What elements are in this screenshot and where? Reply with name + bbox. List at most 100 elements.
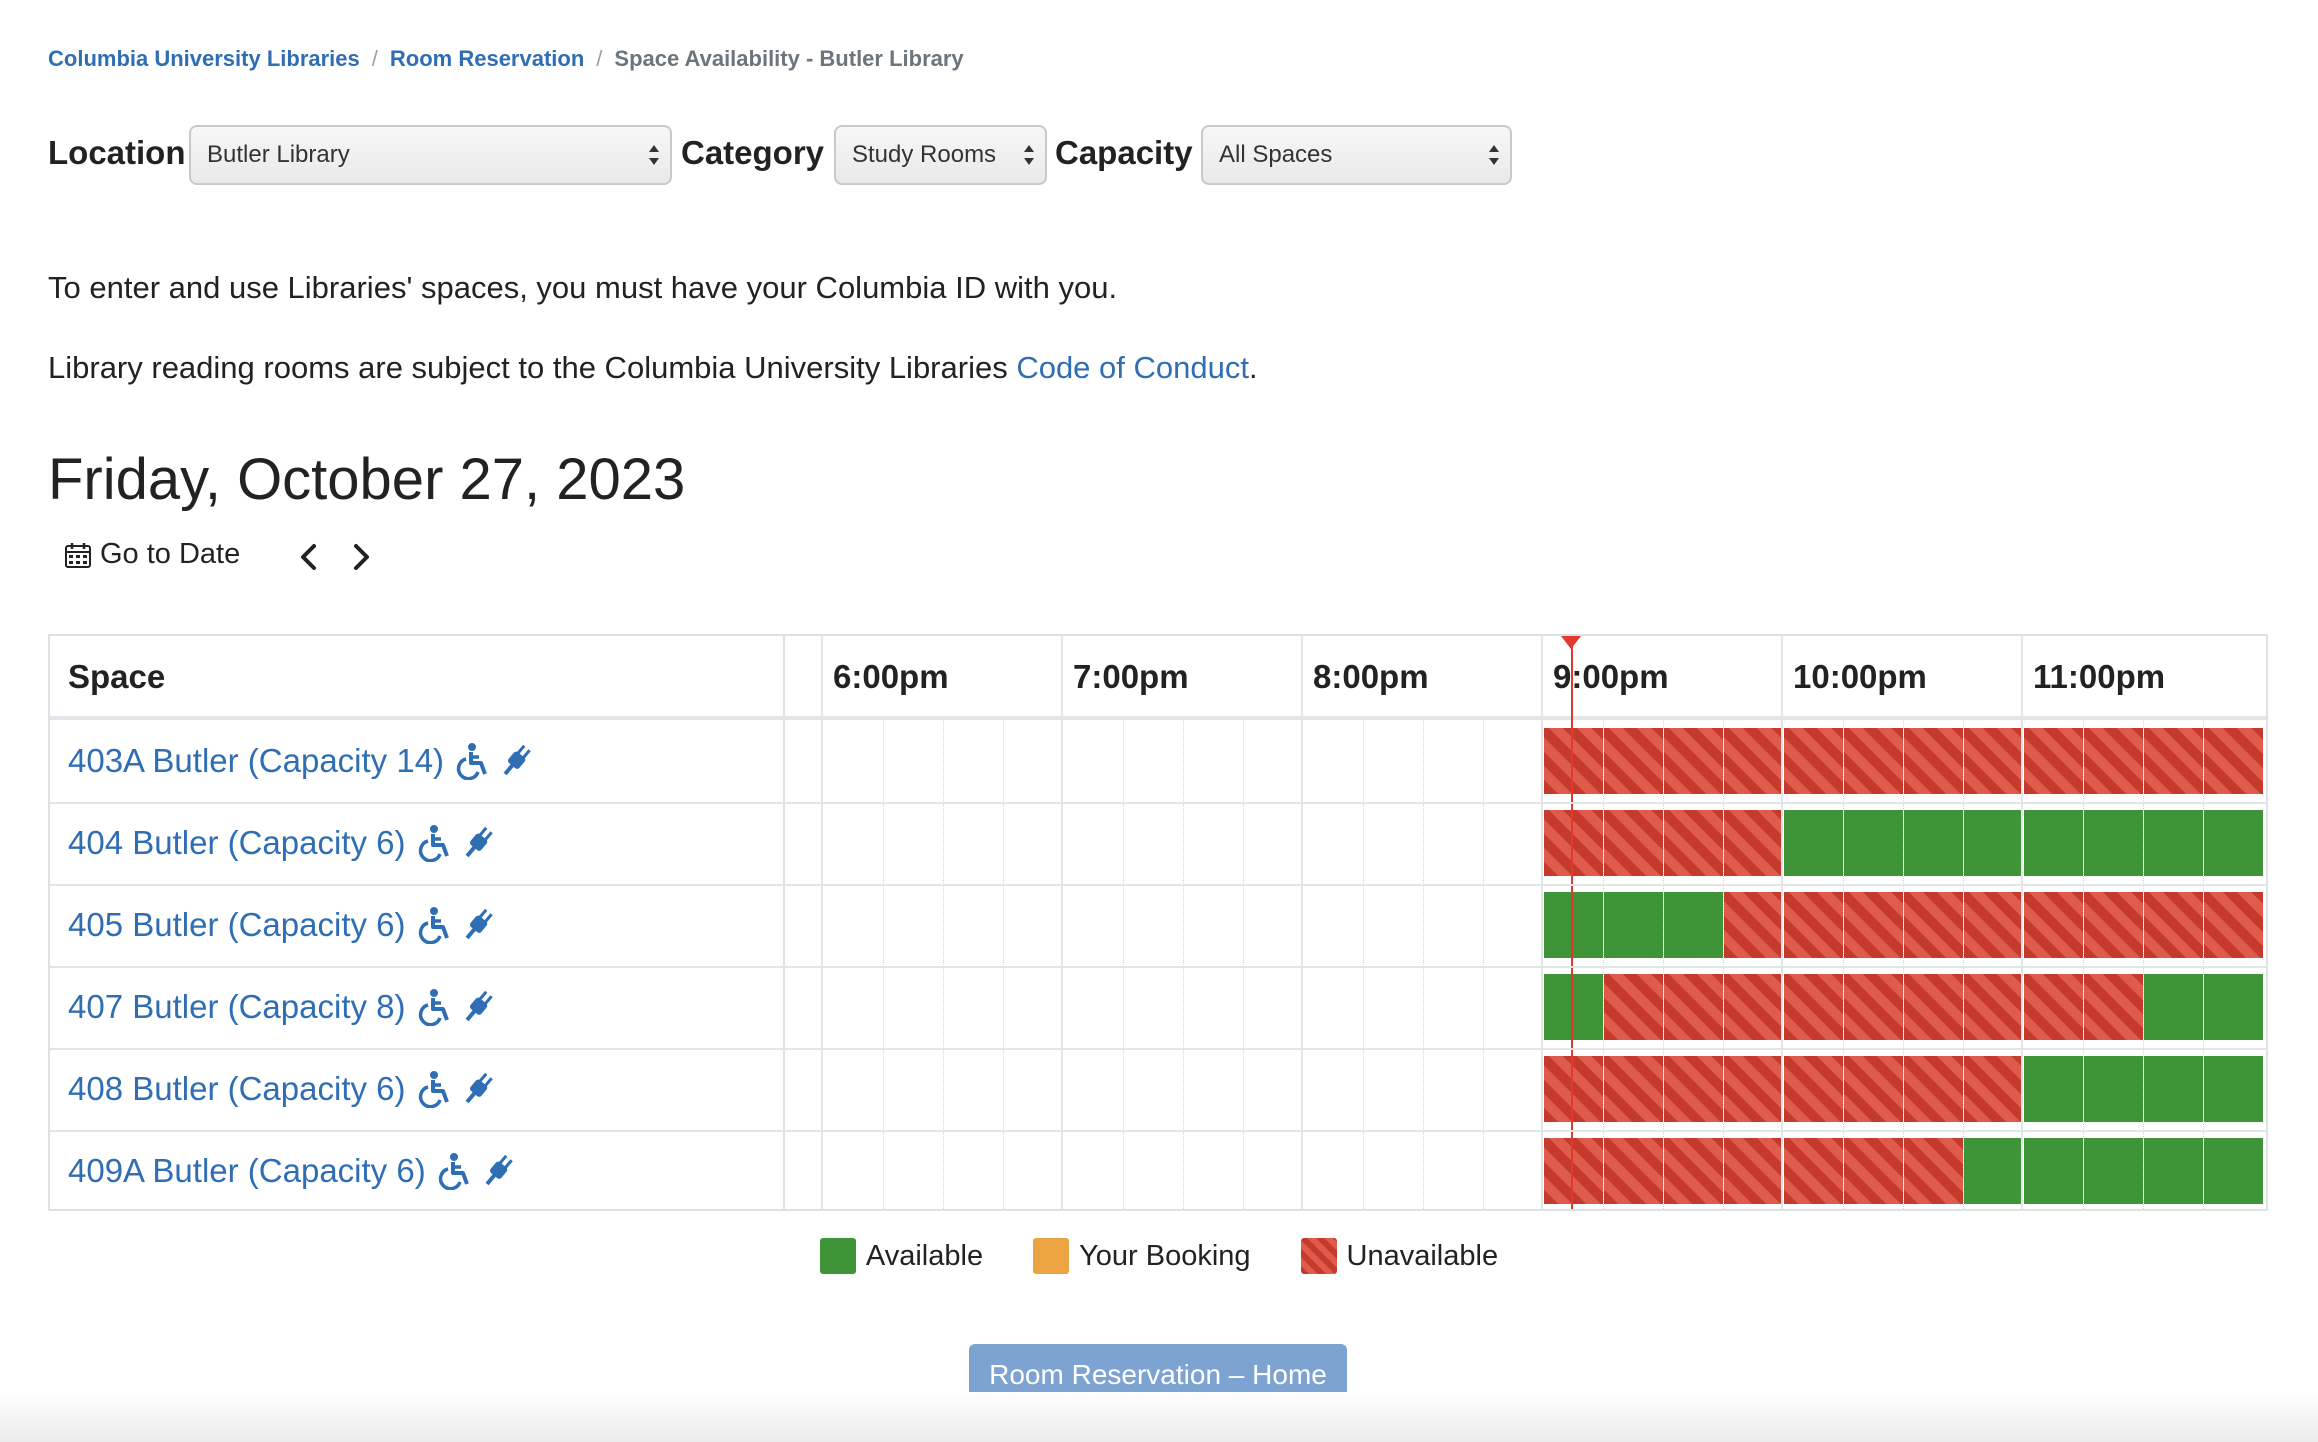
slot-unavailable <box>1964 892 2023 958</box>
slot-available[interactable] <box>2144 974 2203 1040</box>
legend-your-booking-swatch <box>1033 1238 1070 1274</box>
time-header: 10:00pm <box>1793 658 1927 695</box>
time-header: 7:00pm <box>1073 658 1189 695</box>
legend-your-booking-label: Your Booking <box>1079 1239 1251 1272</box>
slot-available[interactable] <box>1664 892 1723 958</box>
slot-unavailable <box>1844 974 1903 1040</box>
power-plug-icon <box>465 1072 493 1104</box>
go-to-date-button[interactable]: Go to Date <box>64 538 240 571</box>
slot-available[interactable] <box>2084 810 2143 876</box>
space-feature-icons <box>418 988 498 1026</box>
space-link[interactable]: 408 Butler (Capacity 6) <box>68 1070 406 1107</box>
slot-available[interactable] <box>2144 1138 2203 1204</box>
go-to-date-label: Go to Date <box>100 538 241 570</box>
category-select-value: Study Rooms <box>852 141 997 168</box>
slot-available[interactable] <box>2024 810 2083 876</box>
breadcrumb-link-libraries[interactable]: Columbia University Libraries <box>48 46 360 71</box>
quarter-divider <box>1363 720 1364 1209</box>
space-link[interactable]: 404 Butler (Capacity 6) <box>68 824 406 861</box>
chevron-left-icon[interactable] <box>294 540 324 574</box>
slot-unavailable <box>1784 728 1843 794</box>
capacity-select[interactable]: All Spaces <box>1201 125 1512 185</box>
category-label: Category <box>681 134 825 171</box>
quarter-divider <box>1663 720 1664 1209</box>
space-column: Space 403A Butler (Capacity 14) 404 Butle… <box>50 636 785 1209</box>
slot-available[interactable] <box>2204 1056 2263 1122</box>
quarter-divider <box>1423 720 1424 1209</box>
quarter-divider <box>1243 720 1244 1209</box>
slot-available[interactable] <box>2024 1056 2083 1122</box>
slot-available[interactable] <box>1844 810 1903 876</box>
location-label: Location <box>48 134 186 171</box>
slot-unavailable <box>1544 1138 1603 1204</box>
slot-available[interactable] <box>2204 974 2263 1040</box>
slot-unavailable <box>2024 892 2083 958</box>
slot-available[interactable] <box>2204 1138 2263 1204</box>
row-separator <box>50 884 2266 886</box>
space-link[interactable]: 407 Butler (Capacity 8) <box>68 988 406 1025</box>
current-time-marker-icon <box>1561 636 1581 649</box>
wheelchair-accessible-icon <box>456 743 487 780</box>
slot-unavailable <box>2084 892 2143 958</box>
space-feature-icons <box>418 906 498 944</box>
slot-available[interactable] <box>1964 810 2023 876</box>
slot-unavailable <box>2144 728 2203 794</box>
slot-available[interactable] <box>2024 1138 2083 1204</box>
slot-available[interactable] <box>2084 1138 2143 1204</box>
quarter-divider <box>1963 720 1964 1209</box>
space-link[interactable]: 403A Butler (Capacity 14) <box>68 742 445 779</box>
row-separator <box>50 802 2266 804</box>
page-bottom-fade <box>0 1392 2318 1442</box>
legend-unavailable-swatch <box>1300 1238 1337 1274</box>
slot-available[interactable] <box>2144 1056 2203 1122</box>
slot-unavailable <box>1844 892 1903 958</box>
space-link[interactable]: 405 Butler (Capacity 6) <box>68 906 406 943</box>
select-arrows-icon <box>1489 145 1499 165</box>
slot-unavailable <box>2084 974 2143 1040</box>
slot-available[interactable] <box>2144 810 2203 876</box>
legend-unavailable-label: Unavailable <box>1346 1239 1499 1272</box>
slot-unavailable <box>1784 1138 1843 1204</box>
slot-unavailable <box>1724 1056 1783 1122</box>
slot-available[interactable] <box>1904 810 1963 876</box>
slot-available[interactable] <box>2204 810 2263 876</box>
slot-available[interactable] <box>1964 1138 2023 1204</box>
slot-available[interactable] <box>1544 892 1603 958</box>
slot-available[interactable] <box>2084 1056 2143 1122</box>
slot-unavailable <box>1724 974 1783 1040</box>
breadcrumb-link-room-reservation[interactable]: Room Reservation <box>389 46 585 71</box>
space-feature-icons <box>418 824 498 862</box>
calendar-icon <box>65 542 91 568</box>
slot-unavailable <box>1604 810 1663 876</box>
conduct-notice-suffix: . <box>1248 350 1258 385</box>
legend-available-swatch <box>819 1238 856 1274</box>
category-select[interactable]: Study Rooms <box>834 125 1047 185</box>
quarter-divider <box>1123 720 1124 1209</box>
legend: Available Your Booking Unavailable <box>0 1238 2318 1274</box>
slot-unavailable <box>1904 974 1963 1040</box>
space-link[interactable]: 409A Butler (Capacity 6) <box>68 1152 426 1189</box>
quarter-divider <box>943 720 944 1209</box>
legend-available: Available <box>819 1238 983 1274</box>
chevron-right-icon[interactable] <box>346 540 376 574</box>
quarter-divider <box>1003 720 1004 1209</box>
space-row: 405 Butler (Capacity 6) <box>68 884 498 966</box>
space-column-header: Space <box>68 658 166 695</box>
quarter-divider <box>1843 720 1844 1209</box>
power-plug-icon <box>465 826 493 858</box>
slot-unavailable <box>1964 1056 2023 1122</box>
power-plug-icon <box>465 908 493 940</box>
slot-available[interactable] <box>1784 810 1843 876</box>
legend-unavailable: Unavailable <box>1300 1238 1499 1274</box>
slot-unavailable <box>1544 728 1603 794</box>
slot-unavailable <box>2144 892 2203 958</box>
slot-available[interactable] <box>1604 892 1663 958</box>
quarter-divider <box>2203 720 2204 1209</box>
slot-unavailable <box>1784 892 1843 958</box>
wheelchair-accessible-icon <box>418 825 449 862</box>
code-of-conduct-link[interactable]: Code of Conduct <box>1016 350 1249 385</box>
slot-available[interactable] <box>1544 974 1603 1040</box>
breadcrumb-separator: / <box>371 46 378 71</box>
location-select[interactable]: Butler Library <box>189 125 672 185</box>
conduct-notice-text: Library reading rooms are subject to the… <box>48 350 1017 385</box>
